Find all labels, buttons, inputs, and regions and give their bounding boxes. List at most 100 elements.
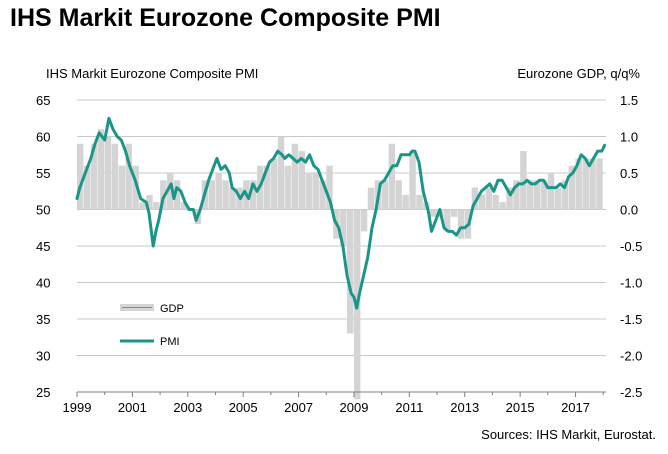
gdp-bar [153,202,160,210]
gdp-bar [104,136,112,210]
gdp-bar [568,165,576,210]
page-title: IHS Markit Eurozone Composite PMI [10,4,441,32]
gdp-bar [540,180,548,210]
y-tick-label: 40 [36,276,50,291]
gdp-bar [250,180,257,210]
gdp-bar [284,165,292,210]
x-tick-label: 2011 [395,400,423,415]
x-tick-label: 2015 [506,400,535,415]
y2-tick-label: 1.5 [620,93,638,108]
y2-tick-label: -2.5 [620,385,642,400]
gdp-bar [291,143,299,210]
x-tick-label: 2017 [561,400,590,415]
y2-tick-label: -1.0 [620,276,642,291]
gdp-bar [589,158,596,210]
gdp-bar [492,194,499,210]
gdp-bar [90,143,98,210]
left-axis-label: IHS Markit Eurozone Composite PMI [46,66,258,81]
gdp-bar [77,143,84,210]
y2-tick-label: -0.5 [620,239,642,254]
gdp-bar [167,173,174,210]
right-axis-label: Eurozone GDP, q/q% [517,66,640,81]
y-tick-label: 25 [36,385,50,400]
gdp-bar [118,165,125,210]
y-tick-label: 45 [36,239,50,254]
y2-tick-label: 0.5 [620,166,638,181]
gdp-bar [173,180,181,210]
gdp-bar [83,165,91,210]
gdp-bar [277,136,285,210]
gdp-bar [471,187,479,210]
gdp-bar [409,151,416,210]
gdp-bar [547,173,555,210]
gdp-bar [533,180,541,210]
source-note: Sources: IHS Markit, Eurostat. [481,427,656,442]
gdp-bar [347,209,354,334]
gdp-bar [416,194,423,210]
gdp-bar [430,209,437,217]
gdp-bar [527,180,534,210]
x-tick-label: 2013 [450,400,479,415]
legend: GDP PMI [120,303,184,348]
gdp-bar [596,158,603,210]
x-tick-label: 2003 [173,400,202,415]
x-tick-label: 2009 [340,400,369,415]
gdp-bar [305,173,312,210]
gdp-bar [499,202,506,210]
gdp-bars [77,129,603,400]
gdp-bar [180,202,188,210]
gdp-bar [229,187,236,210]
gdp-bar [381,180,389,210]
gdp-bar [298,151,305,210]
x-tick-label: 2005 [229,400,258,415]
gdp-bar [520,151,527,210]
gdp-bar [319,180,326,210]
gdp-bar [506,187,513,210]
gdp-bar [582,158,589,210]
gdp-bar [575,158,582,210]
gdp-bar [146,194,153,210]
gdp-bar [443,209,451,232]
y2-tick-label: -2.0 [620,349,642,364]
gdp-bar [388,143,396,210]
gdp-bar [222,180,229,210]
y-tick-label: 55 [36,166,50,181]
y-tick-label: 65 [36,93,50,108]
gdp-bar [97,129,105,210]
y2-tick-label: -1.5 [620,312,642,327]
y-tick-label: 50 [36,203,50,218]
gdp-bar [402,194,409,210]
pmi-line-group [75,116,607,310]
x-tick-label: 2007 [284,400,313,415]
gdp-bar [208,180,215,210]
gdp-bar [395,180,402,210]
gdp-bar [554,187,562,210]
gdp-bar [132,165,139,210]
gdp-bar [215,173,222,210]
x-tick-label: 1999 [63,400,92,415]
gdp-bar [513,180,520,210]
gdp-bar [139,202,146,210]
gdp-bar [450,209,458,217]
y-tick-label: 35 [36,312,50,327]
legend-pmi-label: PMI [160,336,180,348]
pmi-line [75,116,607,310]
gdp-bar [360,209,368,232]
gdp-bar [367,187,375,210]
gdp-bar [270,158,278,210]
y2-tick-label: 1.0 [620,130,638,145]
axes: 25 30 35 40 45 50 55 60 65 -2.5 -2.0 -1.5 -1.0 -0.5 0.… [36,93,642,415]
gdp-bar [485,187,492,210]
gdp-bar [340,209,347,246]
y-tick-label: 30 [36,349,50,364]
gdp-bar [478,194,486,210]
gdp-bar [312,173,319,210]
gdp-bar [263,165,271,210]
y2-tick-label: 0.0 [620,203,638,218]
gdp-bar [457,209,465,239]
y-tick-label: 60 [36,130,50,145]
gdp-bar [111,143,119,210]
x-tick-label: 2001 [118,400,147,415]
gdp-bar [326,165,333,210]
